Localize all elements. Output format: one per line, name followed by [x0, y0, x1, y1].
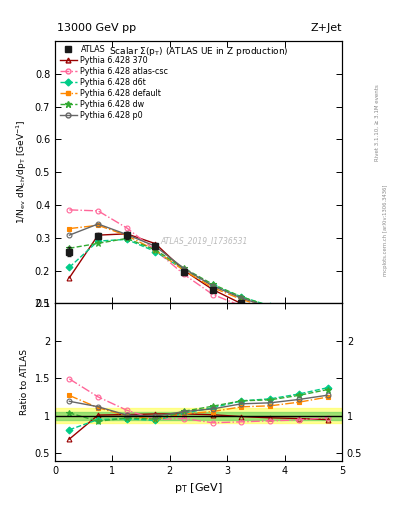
Text: Z+Jet: Z+Jet: [310, 23, 342, 33]
Text: Rivet 3.1.10, ≥ 3.1M events: Rivet 3.1.10, ≥ 3.1M events: [375, 84, 380, 161]
Y-axis label: 1/N$_{\mathsf{ev}}$ dN$_{\mathsf{ch}}$/dp$_{\mathsf{T}}$ [GeV$^{-1}$]: 1/N$_{\mathsf{ev}}$ dN$_{\mathsf{ch}}$/d…: [15, 120, 29, 224]
Y-axis label: Ratio to ATLAS: Ratio to ATLAS: [20, 349, 29, 415]
Legend: ATLAS, Pythia 6.428 370, Pythia 6.428 atlas-csc, Pythia 6.428 d6t, Pythia 6.428 : ATLAS, Pythia 6.428 370, Pythia 6.428 at…: [58, 44, 170, 122]
Text: mcplots.cern.ch [arXiv:1306.3436]: mcplots.cern.ch [arXiv:1306.3436]: [383, 185, 387, 276]
Text: 13000 GeV pp: 13000 GeV pp: [57, 23, 136, 33]
Text: Scalar $\Sigma$(p$_{\mathsf{T}}$) (ATLAS UE in Z production): Scalar $\Sigma$(p$_{\mathsf{T}}$) (ATLAS…: [108, 45, 288, 58]
X-axis label: p$_{\mathsf{T}}$ [GeV]: p$_{\mathsf{T}}$ [GeV]: [174, 481, 223, 495]
Bar: [55, 412, 342, 419]
Text: ATLAS_2019_I1736531: ATLAS_2019_I1736531: [160, 236, 248, 245]
Bar: [55, 408, 342, 423]
